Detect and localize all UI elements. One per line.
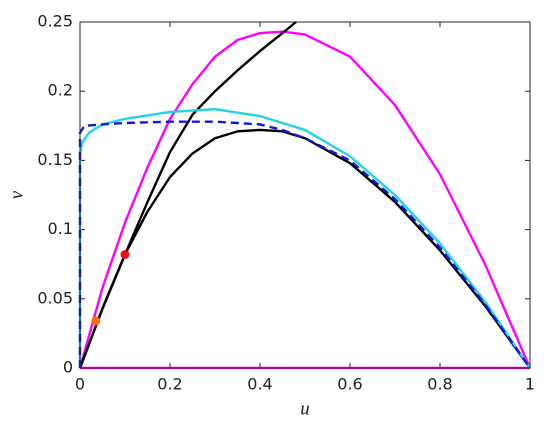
curve: [78, 30, 532, 369]
x-tick-label: 0: [75, 375, 85, 394]
y-tick-label: 0.05: [37, 288, 73, 307]
x-tick-label: 0.2: [157, 375, 182, 394]
x-tick-label: 0.8: [427, 375, 452, 394]
curve: [78, 128, 531, 369]
plot-frame: [79, 21, 531, 369]
y-axis-label: v: [6, 190, 27, 199]
curve: [78, 107, 531, 369]
y-tick-label: 0.25: [37, 12, 73, 31]
x-tick-label: 0.4: [247, 375, 272, 394]
y-tick-label: 0.2: [48, 81, 73, 100]
point: [91, 316, 101, 326]
curve: [78, 120, 531, 369]
y-tick-label: 0.1: [48, 219, 73, 238]
y-tick-label: 0.15: [37, 150, 73, 169]
x-tick-label: 1: [525, 375, 535, 394]
x-axis-label: u: [300, 398, 310, 419]
y-tick-label: 0: [63, 358, 73, 377]
x-tick-label: 0.6: [337, 375, 362, 394]
point: [120, 250, 130, 260]
